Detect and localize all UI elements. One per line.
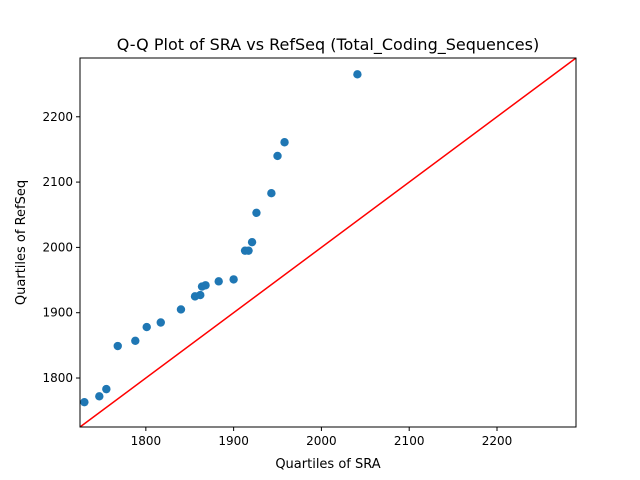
data-point [176, 305, 186, 314]
data-point [244, 246, 253, 255]
x-axis-label: Quartiles of SRA [275, 457, 380, 472]
y-axis-ticks: 1800 1900 2000 2100 2200 [42, 110, 80, 385]
y-tick-label: 2200 [42, 110, 73, 124]
x-tick-label: 1800 [131, 434, 162, 448]
data-point [131, 336, 140, 345]
points-layer [80, 70, 362, 407]
chart-title: Q-Q Plot of SRA vs RefSeq (Total_Coding_… [117, 35, 539, 55]
data-point [214, 277, 223, 286]
data-point [95, 392, 104, 401]
y-tick-label: 1800 [42, 371, 73, 385]
data-point [113, 341, 122, 351]
reference-line [79, 57, 577, 428]
data-point [196, 290, 205, 300]
data-point [273, 151, 282, 161]
y-tick-label: 1900 [42, 306, 73, 320]
x-tick-label: 2200 [482, 434, 513, 448]
data-point [353, 70, 362, 79]
data-point [80, 397, 89, 407]
data-point [247, 237, 257, 247]
data-point [229, 275, 238, 284]
data-point [201, 281, 210, 290]
x-tick-label: 1900 [218, 434, 249, 448]
y-tick-label: 2000 [42, 240, 73, 254]
data-point [102, 384, 111, 394]
plot-area [79, 57, 577, 428]
data-point [267, 188, 276, 198]
data-point [142, 322, 151, 332]
y-axis-label: Quartiles of RefSeq [14, 180, 29, 305]
x-tick-label: 2000 [306, 434, 337, 448]
plot-frame [79, 57, 577, 428]
x-tick-label: 2100 [394, 434, 425, 448]
data-point [252, 208, 261, 217]
data-point [156, 318, 165, 327]
x-axis-ticks: 1800 1900 2000 2100 2200 [131, 427, 513, 448]
reference-line-layer [79, 57, 577, 428]
data-point [280, 138, 289, 147]
y-tick-label: 2100 [42, 175, 73, 189]
